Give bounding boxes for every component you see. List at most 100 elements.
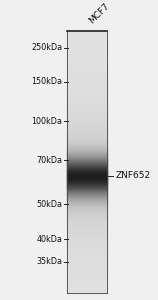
Bar (67, 210, 107, 211)
Bar (67, 221, 107, 222)
Bar (67, 129, 107, 130)
Bar (67, 71, 107, 72)
Text: ZNF652: ZNF652 (116, 172, 151, 181)
Bar (67, 118, 107, 119)
Bar (67, 245, 107, 246)
Bar (67, 160, 107, 161)
Bar (67, 259, 107, 260)
Bar (67, 43, 107, 44)
Bar (67, 267, 107, 268)
Bar (67, 244, 107, 245)
Bar (67, 176, 107, 177)
Bar (67, 185, 107, 186)
Bar (67, 145, 107, 146)
Text: 150kDa: 150kDa (31, 77, 62, 86)
Bar (67, 187, 107, 188)
Bar (67, 39, 107, 40)
Bar (67, 124, 107, 125)
Bar (67, 51, 107, 52)
Bar (67, 70, 107, 72)
Bar (67, 84, 107, 86)
Bar (67, 153, 107, 154)
Bar (67, 196, 107, 197)
Bar (67, 172, 107, 173)
Bar (67, 287, 107, 288)
Bar (67, 149, 107, 150)
Bar (67, 260, 107, 261)
Bar (67, 150, 107, 151)
Bar (67, 154, 107, 155)
Bar (67, 188, 107, 189)
Bar (67, 205, 107, 206)
Bar (67, 162, 107, 163)
Bar (67, 90, 107, 91)
Bar (67, 216, 107, 217)
Bar (67, 130, 107, 131)
Bar (67, 212, 107, 214)
Bar (67, 127, 107, 128)
Bar (67, 270, 107, 271)
Bar (67, 213, 107, 214)
Bar (67, 81, 107, 82)
Bar (67, 211, 107, 212)
Bar (67, 77, 107, 78)
Bar (67, 97, 107, 98)
Bar (67, 121, 107, 122)
Bar (67, 152, 107, 153)
Bar (67, 171, 107, 172)
Bar (67, 219, 107, 220)
Bar (67, 35, 107, 36)
Bar (67, 173, 107, 174)
Bar (67, 113, 107, 114)
Bar (67, 214, 107, 215)
Bar (67, 182, 107, 183)
Bar (67, 178, 107, 179)
Bar (67, 225, 107, 226)
Bar (67, 248, 107, 249)
Bar (67, 67, 107, 68)
Bar (67, 31, 107, 32)
Bar (67, 100, 107, 101)
Bar (67, 289, 107, 290)
Bar (67, 174, 107, 175)
Bar (67, 238, 107, 239)
Bar (67, 117, 107, 118)
Bar (67, 88, 107, 89)
Bar (67, 138, 107, 139)
Bar (67, 193, 107, 194)
Bar (67, 102, 107, 103)
Bar (67, 163, 107, 164)
Bar (67, 38, 107, 39)
Bar (67, 161, 107, 162)
Bar (67, 203, 107, 204)
Bar (67, 273, 107, 274)
Bar (67, 253, 107, 254)
Bar (67, 268, 107, 269)
Bar (67, 278, 107, 279)
Bar (67, 151, 107, 152)
Bar (67, 212, 107, 213)
Bar (67, 269, 107, 270)
Bar (67, 281, 107, 282)
Bar (67, 222, 107, 223)
Bar (67, 170, 107, 171)
Bar (67, 80, 107, 81)
Bar (67, 46, 107, 47)
Bar (67, 283, 107, 284)
Bar (67, 79, 107, 80)
Bar (67, 60, 107, 61)
Bar (67, 263, 107, 264)
Bar (67, 121, 107, 122)
Bar (67, 91, 107, 92)
Bar (67, 59, 107, 60)
Bar (67, 63, 107, 64)
Bar (67, 204, 107, 205)
Bar (67, 157, 107, 158)
Bar (67, 124, 107, 125)
Bar (67, 41, 107, 42)
Bar (67, 264, 107, 266)
Bar (67, 143, 107, 144)
Bar (67, 153, 107, 154)
Bar (67, 140, 107, 141)
Bar (67, 167, 107, 168)
